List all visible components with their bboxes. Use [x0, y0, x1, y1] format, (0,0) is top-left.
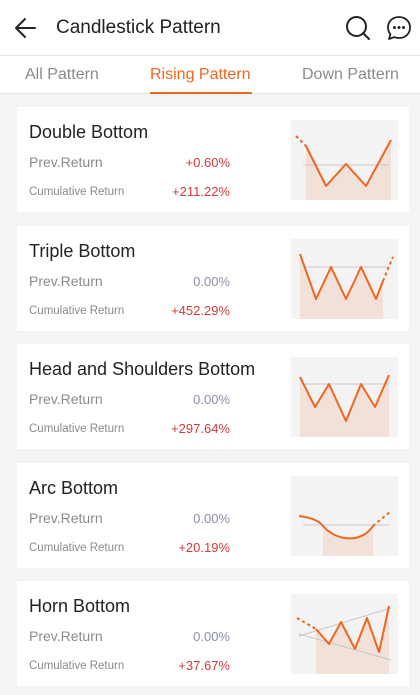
- cumulative-return-label: Cumulative Return: [29, 423, 125, 435]
- arrow-left-icon: [15, 18, 36, 38]
- pattern-thumbnail: [291, 594, 398, 674]
- tab-rising-pattern[interactable]: Rising Pattern: [150, 66, 251, 83]
- pattern-name: Head and Shoulders Bottom: [29, 359, 256, 379]
- prev-return-value: 0.00%: [193, 392, 230, 407]
- pattern-name: Arc Bottom: [29, 478, 119, 498]
- arc-bottom-pattern-icon: [298, 510, 392, 556]
- pattern-tabs: All Pattern Rising Pattern Down Pattern: [0, 56, 420, 94]
- pattern-list: Double Bottom Prev.Return +0.60% Cumulat…: [0, 94, 420, 695]
- chat-bubble-icon: [387, 16, 411, 40]
- pattern-card-triple-bottom[interactable]: Triple Bottom Prev.Return 0.00% Cumulati…: [17, 226, 409, 331]
- cumulative-return-value: +37.67%: [178, 658, 230, 673]
- pattern-card-head-and-shoulders-bottom[interactable]: Head and Shoulders Bottom Prev.Return 0.…: [17, 344, 409, 449]
- prev-return-label: Prev.Return: [29, 510, 103, 526]
- prev-return-label: Prev.Return: [29, 273, 103, 289]
- pattern-card-arc-bottom[interactable]: Arc Bottom Prev.Return 0.00% Cumulative …: [17, 463, 409, 568]
- cumulative-return-label: Cumulative Return: [29, 305, 125, 317]
- pattern-name: Triple Bottom: [29, 241, 136, 261]
- double-bottom-pattern-icon: [295, 135, 392, 200]
- tab-all-pattern[interactable]: All Pattern: [25, 66, 99, 83]
- pattern-name: Double Bottom: [29, 122, 149, 142]
- search-button[interactable]: [344, 14, 372, 42]
- prev-return-label: Prev.Return: [29, 628, 103, 644]
- pattern-card-horn-bottom[interactable]: Horn Bottom Prev.Return 0.00% Cumulative…: [17, 581, 409, 686]
- prev-return-label: Prev.Return: [29, 391, 103, 407]
- search-icon: [346, 16, 370, 40]
- prev-return-value: +0.60%: [185, 155, 230, 170]
- chat-button[interactable]: [385, 14, 413, 42]
- cumulative-return-value: +211.22%: [172, 184, 230, 199]
- head-and-shoulders-bottom-pattern-icon: [299, 374, 390, 437]
- cumulative-return-value: +452.29%: [171, 303, 230, 318]
- pattern-name: Horn Bottom: [29, 596, 131, 616]
- pattern-thumbnail: [291, 239, 398, 319]
- top-bar: Candlestick Pattern: [0, 0, 420, 56]
- pattern-card-double-bottom[interactable]: Double Bottom Prev.Return +0.60% Cumulat…: [17, 107, 409, 212]
- cumulative-return-label: Cumulative Return: [29, 660, 125, 672]
- cumulative-return-label: Cumulative Return: [29, 186, 125, 198]
- pattern-thumbnail: [291, 120, 398, 200]
- pattern-thumbnail: [291, 476, 398, 556]
- pattern-thumbnail: [291, 357, 398, 437]
- tab-down-pattern[interactable]: Down Pattern: [302, 66, 399, 83]
- cumulative-return-value: +20.19%: [178, 540, 230, 555]
- horn-bottom-pattern-icon: [296, 605, 392, 674]
- active-tab-indicator: [150, 92, 252, 94]
- prev-return-label: Prev.Return: [29, 154, 103, 170]
- cumulative-return-value: +297.64%: [171, 421, 230, 436]
- page-title: Candlestick Pattern: [56, 17, 221, 38]
- back-button[interactable]: [10, 12, 42, 44]
- prev-return-value: 0.00%: [193, 511, 230, 526]
- prev-return-value: 0.00%: [193, 629, 230, 644]
- prev-return-value: 0.00%: [193, 274, 230, 289]
- cumulative-return-label: Cumulative Return: [29, 542, 125, 554]
- triple-bottom-pattern-icon: [299, 253, 394, 319]
